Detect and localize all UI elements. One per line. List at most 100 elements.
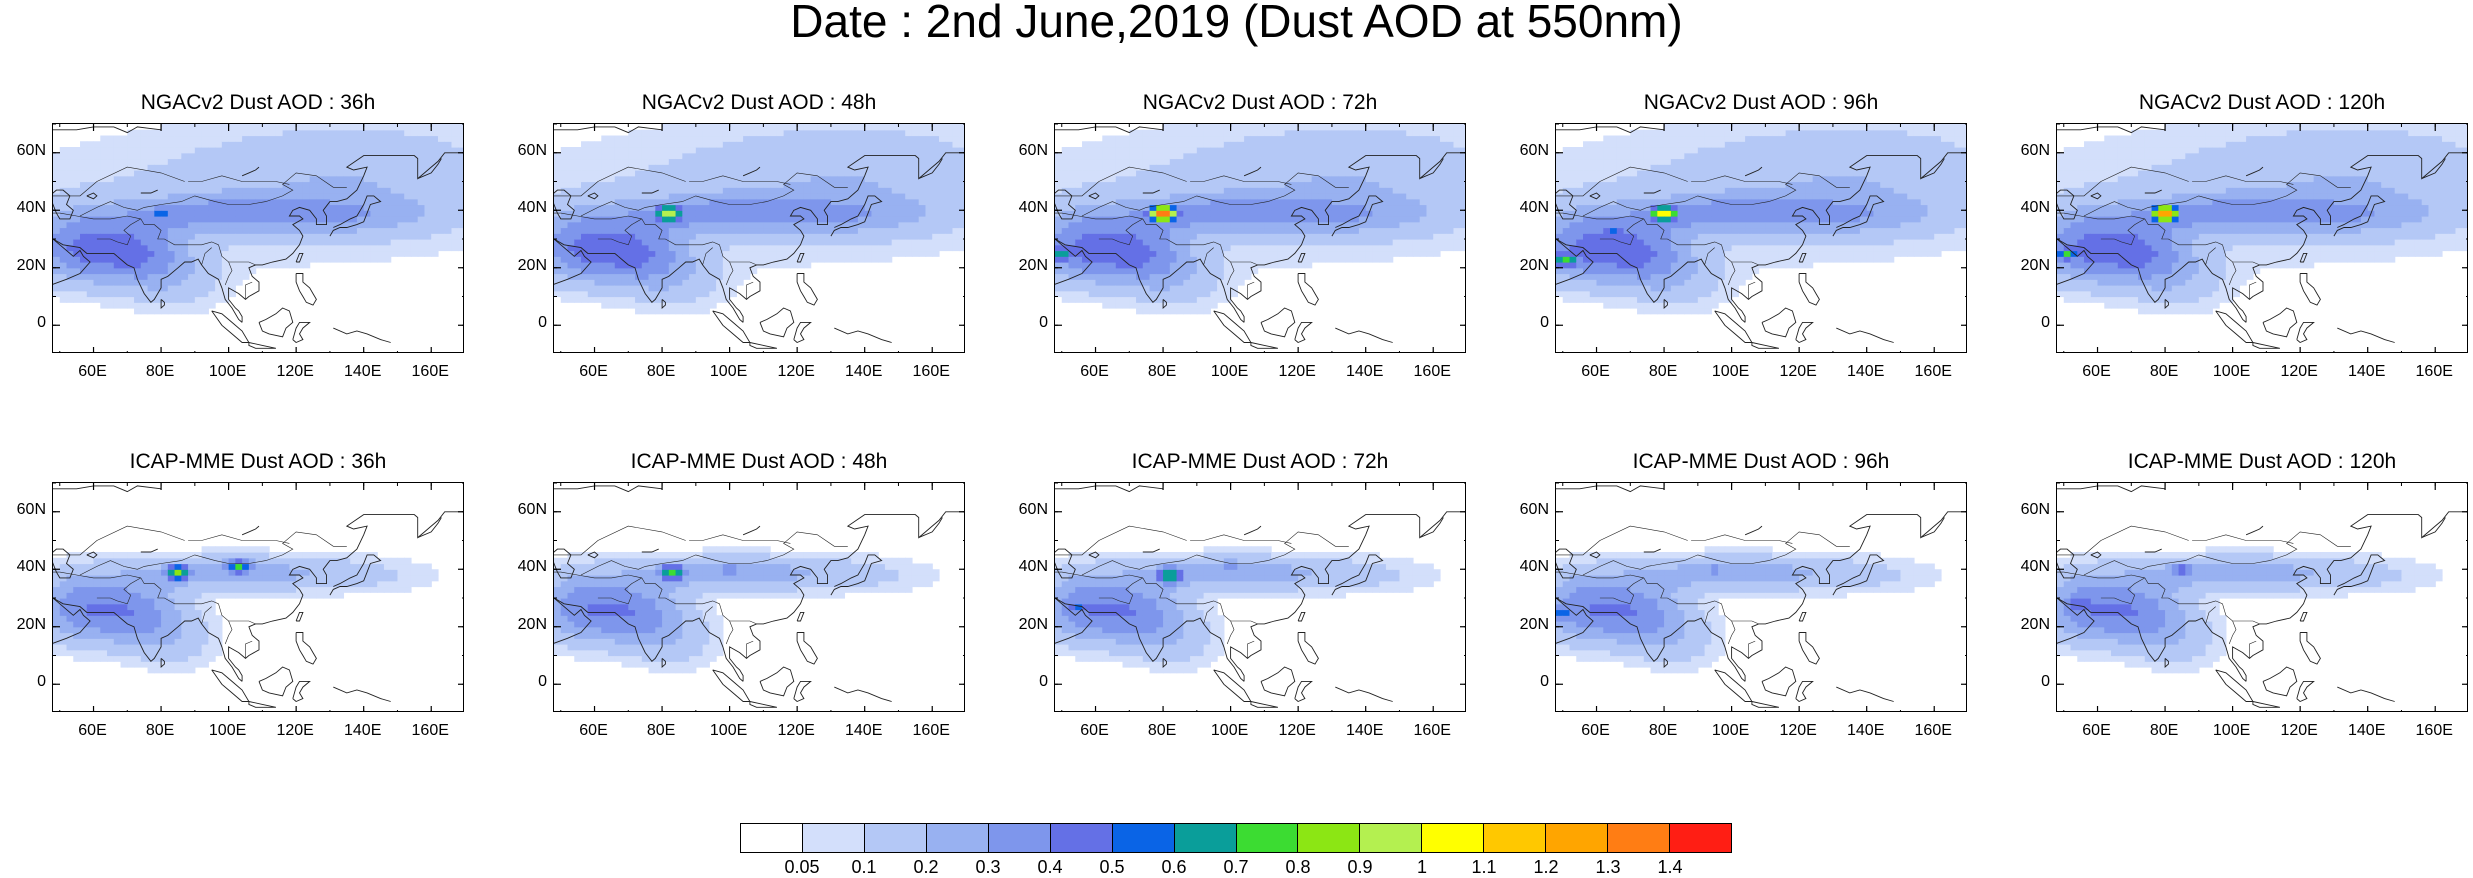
y-tick-label: 0 [0, 673, 46, 691]
panel-title: NGACv2 Dust AOD : 72h [1054, 91, 1466, 115]
y-tick-label: 40N [1002, 199, 1048, 217]
x-tick-label: 80E [2134, 722, 2194, 740]
y-tick-label: 60N [0, 142, 46, 160]
panel-title: NGACv2 Dust AOD : 96h [1555, 91, 1967, 115]
panel-title: ICAP-MME Dust AOD : 36h [52, 450, 464, 474]
x-tick-label: 120E [265, 363, 325, 381]
y-tick-label: 40N [0, 199, 46, 217]
x-tick-label: 140E [2337, 722, 2397, 740]
x-tick-label: 60E [2067, 722, 2127, 740]
map-canvas [1055, 483, 1466, 712]
aod-field [1055, 124, 1466, 314]
x-tick-label: 100E [198, 722, 258, 740]
y-tick-label: 40N [501, 199, 547, 217]
map-canvas [554, 483, 965, 712]
colorbar-swatch [865, 824, 927, 852]
colorbar-label: 1.3 [1578, 857, 1638, 878]
colorbar-label: 0.1 [834, 857, 894, 878]
colorbar-swatch [927, 824, 989, 852]
y-tick-label: 0 [501, 673, 547, 691]
x-tick-label: 120E [2269, 722, 2329, 740]
x-tick-label: 140E [2337, 363, 2397, 381]
y-tick-label: 60N [1002, 142, 1048, 160]
map-canvas [53, 483, 464, 712]
y-tick-label: 40N [2004, 558, 2050, 576]
y-tick-label: 0 [1002, 314, 1048, 332]
colorbar-swatch [1051, 824, 1113, 852]
map-canvas [2057, 124, 2468, 353]
colorbar-swatch [1237, 824, 1299, 852]
colorbar-swatch [1422, 824, 1484, 852]
aod-field [554, 124, 965, 314]
x-tick-label: 140E [834, 722, 894, 740]
y-tick-label: 20N [2004, 616, 2050, 634]
panel-title: ICAP-MME Dust AOD : 48h [553, 450, 965, 474]
y-tick-label: 20N [501, 616, 547, 634]
x-tick-label: 60E [564, 722, 624, 740]
y-tick-label: 40N [2004, 199, 2050, 217]
x-tick-label: 160E [400, 722, 460, 740]
panel-title: ICAP-MME Dust AOD : 120h [2056, 450, 2468, 474]
x-tick-label: 60E [2067, 363, 2127, 381]
dust-aod-map [1054, 482, 1466, 712]
y-tick-label: 60N [501, 142, 547, 160]
x-tick-label: 100E [198, 363, 258, 381]
x-tick-label: 80E [1633, 363, 1693, 381]
colorbar-label: 0.2 [896, 857, 956, 878]
x-tick-label: 60E [1065, 722, 1125, 740]
x-tick-label: 60E [1566, 363, 1626, 381]
x-tick-label: 120E [1267, 363, 1327, 381]
aod-field [1556, 124, 1967, 314]
x-tick-label: 120E [1768, 722, 1828, 740]
colorbar-swatch [1546, 824, 1608, 852]
x-tick-label: 160E [1402, 363, 1462, 381]
colorbar-swatch [1360, 824, 1422, 852]
x-tick-label: 100E [699, 363, 759, 381]
y-tick-label: 40N [1002, 558, 1048, 576]
colorbar-swatch [741, 824, 803, 852]
y-tick-label: 0 [2004, 673, 2050, 691]
colorbar-label: 1.1 [1454, 857, 1514, 878]
colorbar-swatch [1298, 824, 1360, 852]
x-tick-label: 120E [2269, 363, 2329, 381]
dust-aod-map [1054, 123, 1466, 353]
map-canvas [2057, 483, 2468, 712]
x-tick-label: 100E [699, 722, 759, 740]
map-canvas [1055, 124, 1466, 353]
dust-aod-map [1555, 123, 1967, 353]
colorbar-swatch [989, 824, 1051, 852]
x-tick-label: 140E [333, 363, 393, 381]
x-tick-label: 160E [1903, 363, 1963, 381]
colorbar-swatch [1670, 824, 1731, 852]
y-tick-label: 60N [1503, 142, 1549, 160]
panel-title: NGACv2 Dust AOD : 120h [2056, 91, 2468, 115]
dust-aod-map [553, 123, 965, 353]
colorbar-label: 0.9 [1330, 857, 1390, 878]
x-tick-label: 100E [2202, 363, 2262, 381]
panel-title: ICAP-MME Dust AOD : 96h [1555, 450, 1967, 474]
y-tick-label: 20N [0, 257, 46, 275]
colorbar-label: 1 [1392, 857, 1452, 878]
colorbar-label: 0.3 [958, 857, 1018, 878]
aod-field [2057, 124, 2468, 314]
x-tick-label: 140E [1335, 363, 1395, 381]
colorbar-swatch [1484, 824, 1546, 852]
y-tick-label: 20N [1002, 257, 1048, 275]
map-canvas [1556, 124, 1967, 353]
y-tick-label: 20N [1503, 616, 1549, 634]
x-tick-label: 60E [63, 722, 123, 740]
y-tick-label: 20N [501, 257, 547, 275]
x-tick-label: 80E [130, 722, 190, 740]
dust-aod-map [2056, 123, 2468, 353]
x-tick-label: 60E [564, 363, 624, 381]
y-tick-label: 60N [2004, 142, 2050, 160]
x-tick-label: 140E [333, 722, 393, 740]
x-tick-label: 100E [2202, 722, 2262, 740]
x-tick-label: 160E [1402, 722, 1462, 740]
colorbar-label: 0.4 [1020, 857, 1080, 878]
x-tick-label: 160E [1903, 722, 1963, 740]
y-tick-label: 20N [1002, 616, 1048, 634]
colorbar [740, 823, 1732, 853]
colorbar-label: 0.7 [1206, 857, 1266, 878]
map-canvas [1556, 483, 1967, 712]
